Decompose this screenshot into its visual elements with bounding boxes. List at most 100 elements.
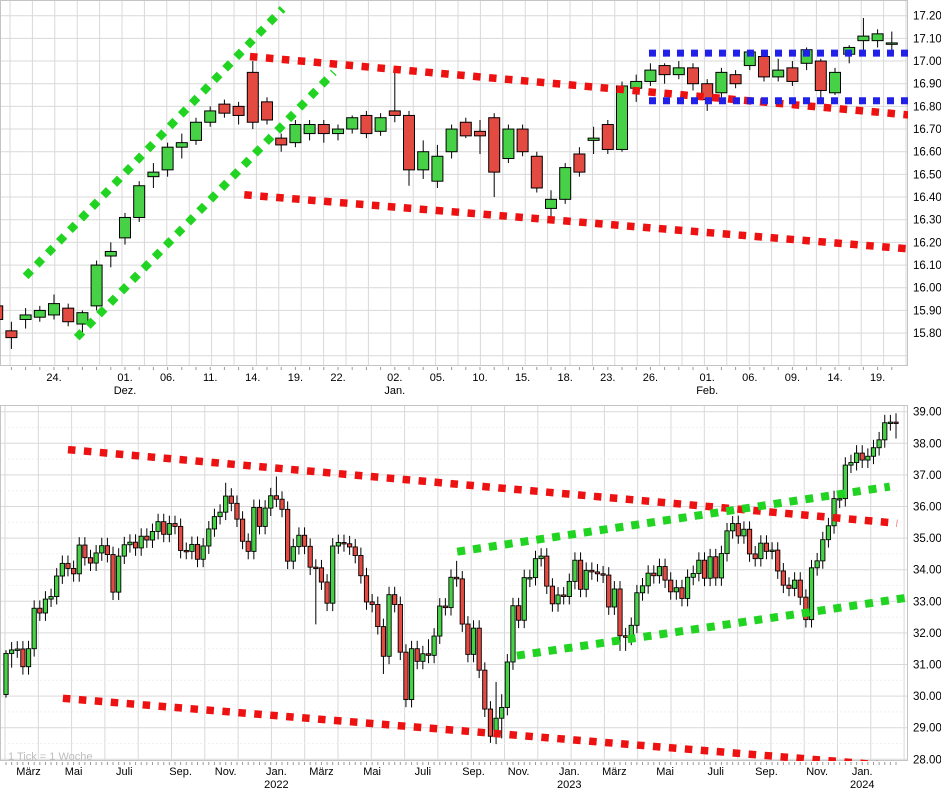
candle-down <box>459 578 465 625</box>
candle-down <box>380 626 387 657</box>
candle-down <box>261 101 273 121</box>
x-axis-ticks <box>5 762 897 765</box>
candle-down <box>360 114 373 135</box>
x-axis-label: Mai <box>656 766 674 778</box>
candle-up <box>25 648 32 668</box>
candle-up <box>3 652 9 695</box>
candle-up <box>296 534 302 548</box>
y-axis-label: 34.000 <box>913 565 941 577</box>
candle-up <box>54 575 60 598</box>
candle-down <box>482 669 488 710</box>
candles <box>0 17 898 349</box>
candle-down <box>797 579 803 598</box>
candle-up <box>9 649 15 654</box>
candle-down <box>544 555 550 587</box>
x-axis-sublabel: Dez. <box>114 385 137 397</box>
candle-down <box>623 635 629 638</box>
x-axis-label: Sep. <box>462 766 485 778</box>
candle-up <box>644 69 657 82</box>
candle-down <box>516 128 529 153</box>
y-axis-label: 31.000 <box>913 660 941 672</box>
candle-up <box>885 42 898 45</box>
candle-up <box>871 33 884 42</box>
tick-interval-watermark: 1 Tick = 1 Woche <box>8 751 92 763</box>
candle-down <box>414 648 420 662</box>
candle-up <box>346 117 359 130</box>
candle-up <box>848 462 854 466</box>
candle-down <box>144 535 150 541</box>
candle-up <box>831 498 837 527</box>
candle-down <box>746 528 753 555</box>
candle-up <box>303 124 316 135</box>
y-axis-label: 17.100 <box>913 33 941 45</box>
candle-up <box>386 594 392 657</box>
candle-up <box>262 507 268 527</box>
candle-up <box>190 121 202 141</box>
candle-down <box>814 60 827 92</box>
x-axis-label: Nov. <box>508 766 530 778</box>
candle-down <box>425 653 432 656</box>
candle-up <box>189 543 195 552</box>
candle-up <box>76 544 82 575</box>
candle-down <box>358 555 364 577</box>
candle-down <box>37 607 43 614</box>
candle-down <box>668 579 674 593</box>
candle-up <box>206 528 212 547</box>
x-axis-sublabel: Feb. <box>696 385 718 397</box>
x-axis-label: 19. <box>288 372 303 384</box>
candle-up <box>76 312 89 325</box>
y-axis-label: 17.000 <box>913 56 941 68</box>
x-axis-label: März <box>309 766 333 778</box>
candle-up <box>814 560 820 569</box>
candle-down <box>388 110 401 116</box>
candle-up <box>718 553 724 579</box>
candle-up <box>792 579 798 589</box>
candle-down <box>658 65 671 76</box>
x-axis-label: Sep. <box>169 766 192 778</box>
x-axis-label: 23. <box>600 372 615 384</box>
candle-up <box>155 521 161 532</box>
candle-up <box>90 264 103 307</box>
candle-up <box>149 531 156 541</box>
x-axis-label: Nov. <box>806 766 828 778</box>
vertical-gridlines <box>9 0 907 366</box>
candle-down <box>20 648 26 668</box>
candle-up <box>335 542 341 547</box>
candle-up <box>656 566 663 577</box>
uptrend-channel-lower <box>73 69 337 341</box>
y-axis-label: 16.300 <box>913 215 941 227</box>
candle-down <box>178 525 184 551</box>
candle-up <box>808 567 815 621</box>
candle-up <box>829 71 841 94</box>
y-axis-label: 15.800 <box>913 328 941 340</box>
x-axis-sublabel: Jan. <box>384 385 405 397</box>
y-axis-label: 15.900 <box>913 305 941 317</box>
y-axis-label: 16.800 <box>913 101 941 113</box>
candle-down <box>651 572 657 577</box>
y-axis-label: 32.000 <box>913 628 941 640</box>
candle-up <box>611 588 617 608</box>
candle-up <box>175 142 188 148</box>
y-axis-label: 16.600 <box>913 147 941 159</box>
x-axis-label: Mai <box>363 766 381 778</box>
candle-up <box>211 516 218 530</box>
candle-down <box>606 574 612 608</box>
candle-down <box>317 124 330 135</box>
candle-up <box>715 71 728 94</box>
x-axis-label: 22. <box>330 372 345 384</box>
candle-up <box>14 648 20 651</box>
candle-up <box>166 523 172 535</box>
vertical-gridlines <box>4 405 905 761</box>
candle-up <box>289 124 302 144</box>
candle-down <box>594 571 601 575</box>
x-axis-labels: 24. 01.Dez.06. 11. 14. 19. 22. 02.Jan.05. 10. 15… <box>46 372 885 397</box>
candle-down <box>403 651 409 701</box>
x-axis-sublabel: 2022 <box>264 779 288 791</box>
candle-down <box>687 67 699 85</box>
candle-up <box>639 585 646 594</box>
candle-down <box>442 605 448 609</box>
candle-down <box>313 566 319 570</box>
candle-down <box>87 557 94 564</box>
candle-up <box>499 707 505 719</box>
